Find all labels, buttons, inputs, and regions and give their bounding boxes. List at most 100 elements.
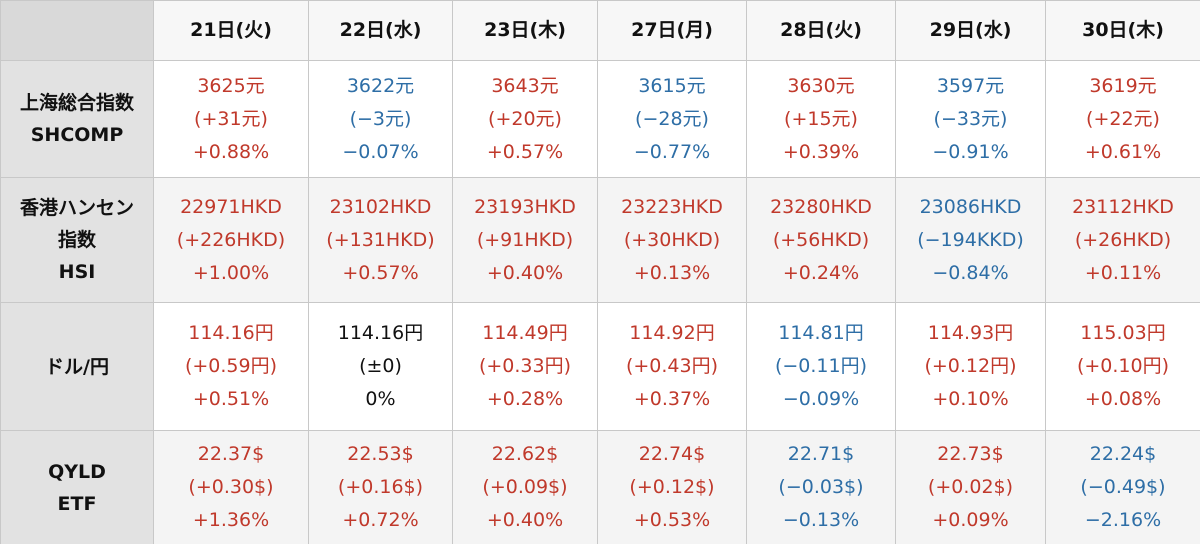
change-value: (−28元) <box>635 107 709 130</box>
percent-change: +0.40% <box>486 261 564 284</box>
row-label-line: ETF <box>57 492 97 515</box>
price-value: 114.92円 <box>629 322 715 344</box>
corner-cell <box>0 0 154 61</box>
change-value: (+0.02$) <box>927 476 1014 498</box>
percent-change: +0.11% <box>1084 261 1162 284</box>
row-label: 香港ハンセン 指数 HSI <box>0 177 154 303</box>
change-value: (+30HKD) <box>623 228 721 251</box>
percent-change: −0.13% <box>782 509 860 531</box>
value-cell: 3622元 (−3元) −0.07% <box>308 60 453 178</box>
change-value: (+26HKD) <box>1074 228 1172 251</box>
change-value: (+56HKD) <box>772 228 870 251</box>
row-label: 上海総合指数 SHCOMP <box>0 60 154 178</box>
row-label: QYLD ETF <box>0 430 154 544</box>
date-header: 21日(火) <box>153 0 309 61</box>
price-value: 23223HKD <box>621 195 723 218</box>
price-value: 114.16円 <box>188 322 274 344</box>
price-value: 3643元 <box>491 74 559 97</box>
percent-change: +0.10% <box>932 388 1009 410</box>
price-value: 23086HKD <box>919 195 1022 218</box>
percent-change: +0.08% <box>1084 388 1162 410</box>
value-cell: 114.16円 (±0) 0% <box>308 302 453 431</box>
price-value: 3619元 <box>1089 74 1157 97</box>
value-cell: 115.03円 (+0.10円) +0.08% <box>1045 302 1200 431</box>
price-value: 22.71$ <box>787 443 855 465</box>
change-value: (+0.09$) <box>482 476 568 498</box>
percent-change: +0.88% <box>192 140 270 163</box>
percent-change: 0% <box>365 388 396 410</box>
row-label-line: QYLD <box>48 460 106 483</box>
change-value: (+15元) <box>784 107 858 130</box>
change-value: (+0.12$) <box>629 476 715 498</box>
change-value: (−0.03$) <box>778 476 864 498</box>
date-header: 27日(月) <box>597 0 747 61</box>
change-value: (+91HKD) <box>476 228 574 251</box>
value-cell: 114.93円 (+0.12円) +0.10% <box>895 302 1046 431</box>
price-value: 22.73$ <box>937 443 1004 465</box>
price-value: 22.24$ <box>1089 443 1157 465</box>
date-header: 30日(木) <box>1045 0 1200 61</box>
price-value: 3597元 <box>936 74 1005 97</box>
row-usdjpy: ドル/円 114.16円 (+0.59円) +0.51% 114.16円 (±0) 0% 11… <box>0 302 1200 431</box>
percent-change: +0.53% <box>633 509 711 531</box>
date-header: 29日(水) <box>895 0 1046 61</box>
value-cell: 22.74$ (+0.12$) +0.53% <box>597 430 747 544</box>
change-value: (−0.49$) <box>1080 476 1166 498</box>
price-value: 3625元 <box>197 74 265 97</box>
change-value: (+31元) <box>194 107 268 130</box>
change-value: (+20元) <box>488 107 562 130</box>
date-header: 22日(水) <box>308 0 453 61</box>
percent-change: +0.57% <box>342 261 419 284</box>
value-cell: 114.92円 (+0.43円) +0.37% <box>597 302 747 431</box>
price-value: 23193HKD <box>474 195 576 218</box>
price-value: 114.93円 <box>927 322 1014 344</box>
value-cell: 23223HKD (+30HKD) +0.13% <box>597 177 747 303</box>
date-header: 23日(木) <box>452 0 598 61</box>
change-value: (+0.10円) <box>1076 355 1170 377</box>
percent-change: +1.00% <box>192 261 270 284</box>
price-value: 22.53$ <box>347 443 414 465</box>
row-label-line: 上海総合指数 <box>19 92 134 114</box>
price-value: 3615元 <box>638 74 706 97</box>
row-label-line: HSI <box>58 261 96 283</box>
value-cell: 22.24$ (−0.49$) −2.16% <box>1045 430 1200 544</box>
percent-change: +0.24% <box>782 261 860 284</box>
change-value: (−0.11円) <box>774 355 868 377</box>
percent-change: +0.09% <box>932 509 1009 531</box>
value-cell: 114.16円 (+0.59円) +0.51% <box>153 302 309 431</box>
change-value: (+131HKD) <box>326 228 435 251</box>
price-value: 23112HKD <box>1072 195 1174 218</box>
price-value: 23280HKD <box>770 195 872 218</box>
price-value: 3630元 <box>787 74 855 97</box>
percent-change: −0.07% <box>342 140 419 163</box>
value-cell: 22971HKD (+226HKD) +1.00% <box>153 177 309 303</box>
change-value: (±0) <box>359 355 402 377</box>
change-value: (+0.16$) <box>337 476 424 498</box>
value-cell: 3625元 (+31元) +0.88% <box>153 60 309 178</box>
change-value: (+0.43円) <box>625 355 719 377</box>
change-value: (+226HKD) <box>176 228 286 251</box>
value-cell: 3615元 (−28元) −0.77% <box>597 60 747 178</box>
percent-change: −0.77% <box>633 140 711 163</box>
value-cell: 22.53$ (+0.16$) +0.72% <box>308 430 453 544</box>
row-label-line: ドル/円 <box>45 355 109 378</box>
row-label-line: SHCOMP <box>30 124 124 146</box>
value-cell: 22.71$ (−0.03$) −0.13% <box>746 430 896 544</box>
percent-change: +0.40% <box>486 509 564 531</box>
row-qyld: QYLD ETF 22.37$ (+0.30$) +1.36% 22.53$ (+0.16$… <box>0 430 1200 544</box>
price-value: 22.62$ <box>491 443 559 465</box>
change-value: (+0.33円) <box>478 355 572 377</box>
percent-change: +0.57% <box>486 140 564 163</box>
row-hsi: 香港ハンセン 指数 HSI 22971HKD (+226HKD) +1.00% 23102H… <box>0 177 1200 303</box>
percent-change: −0.91% <box>932 140 1009 163</box>
value-cell: 114.81円 (−0.11円) −0.09% <box>746 302 896 431</box>
value-cell: 22.62$ (+0.09$) +0.40% <box>452 430 598 544</box>
value-cell: 3630元 (+15元) +0.39% <box>746 60 896 178</box>
value-cell: 23280HKD (+56HKD) +0.24% <box>746 177 896 303</box>
value-cell: 114.49円 (+0.33円) +0.28% <box>452 302 598 431</box>
price-value: 23102HKD <box>329 195 432 218</box>
percent-change: +0.13% <box>633 261 711 284</box>
change-value: (+0.12円) <box>924 355 1017 377</box>
row-shcomp: 上海総合指数 SHCOMP 3625元 (+31元) +0.88% 3622元 (−3元) −… <box>0 60 1200 178</box>
